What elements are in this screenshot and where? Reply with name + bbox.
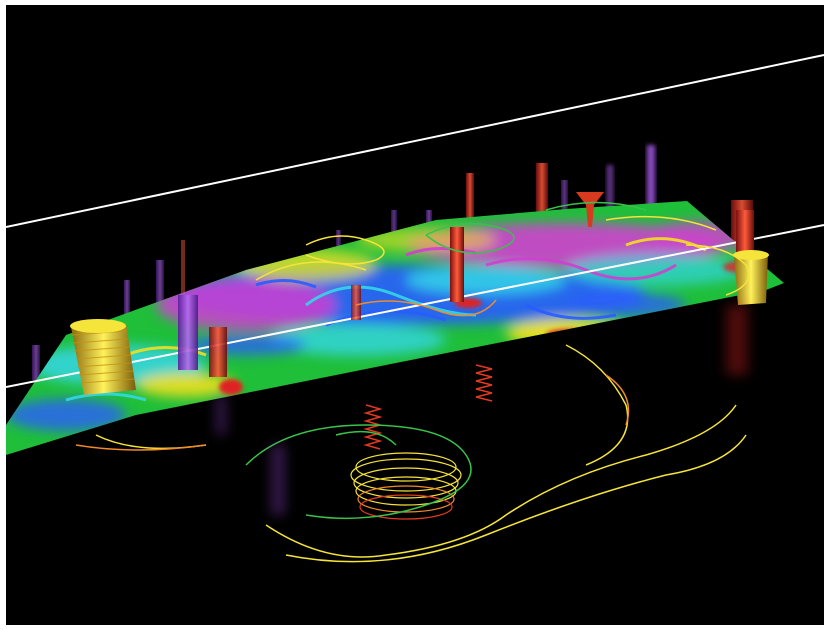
visualization-frame (6, 5, 824, 625)
yellow-spiral-cylinder-right (733, 250, 769, 305)
reference-line-lower (6, 224, 824, 388)
yellow-spiral-cylinder-left (70, 319, 136, 395)
vortex-columns-front (178, 192, 754, 377)
streamlines-lower (75, 344, 747, 563)
vortex-spiral-lower-left (363, 364, 493, 450)
reference-line-upper (6, 54, 824, 228)
color-slice-plane (6, 201, 784, 455)
yellow-spiral-bundle (350, 452, 462, 520)
streamlines-upper (255, 201, 750, 317)
flow-scene (6, 54, 824, 563)
vortex-reflections (216, 305, 748, 515)
